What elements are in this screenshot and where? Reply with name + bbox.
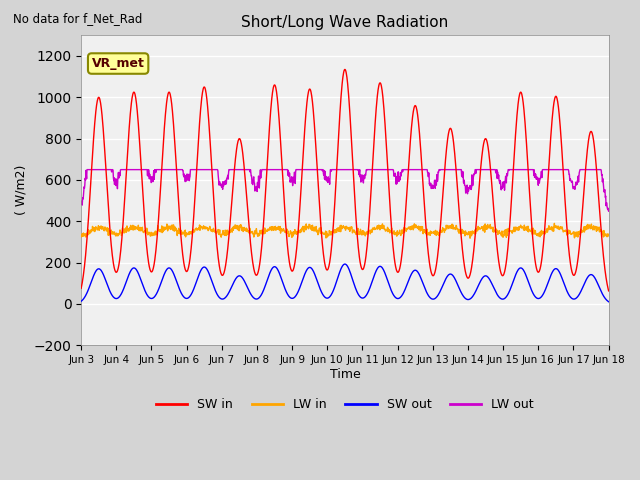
- Y-axis label: ( W/m2): ( W/m2): [15, 165, 28, 216]
- Text: VR_met: VR_met: [92, 57, 145, 70]
- Legend: SW in, LW in, SW out, LW out: SW in, LW in, SW out, LW out: [151, 394, 539, 417]
- Text: No data for f_Net_Rad: No data for f_Net_Rad: [13, 12, 142, 25]
- X-axis label: Time: Time: [330, 368, 360, 381]
- Title: Short/Long Wave Radiation: Short/Long Wave Radiation: [241, 15, 449, 30]
